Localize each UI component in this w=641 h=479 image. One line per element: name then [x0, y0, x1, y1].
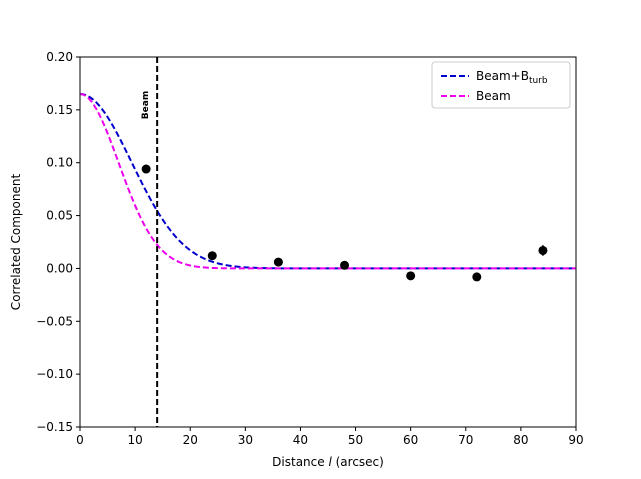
legend-label-beam-bturb: Beam+Bturb — [476, 69, 548, 86]
y-tick-label: 0.05 — [46, 209, 73, 223]
x-axis-ticks: 0 10 20 30 40 50 60 70 80 90 — [76, 427, 584, 447]
x-tick-label: 60 — [403, 433, 418, 447]
data-point — [472, 272, 482, 282]
x-tick-label: 40 — [293, 433, 308, 447]
beam-line-group: Beam — [141, 57, 159, 427]
legend-label-beam: Beam — [476, 89, 511, 103]
x-axis-label-prefix: Distance — [272, 455, 328, 469]
y-tick-label: 0.00 — [46, 261, 73, 275]
model-curves — [79, 93, 576, 270]
data-points — [141, 164, 548, 282]
data-point — [538, 245, 548, 255]
y-axis-ticks: −0.15 −0.10 −0.05 0.00 0.05 0.10 0.15 0.20 — [36, 50, 80, 434]
x-tick-label: 20 — [183, 433, 198, 447]
x-tick-label: 80 — [513, 433, 528, 447]
y-tick-label: −0.10 — [36, 367, 73, 381]
x-axis-label-variable: l — [328, 455, 332, 469]
legend-label-beam-bturb-sub: turb — [529, 76, 548, 86]
data-point — [207, 251, 217, 261]
plot-frame — [79, 56, 577, 428]
data-point — [406, 271, 416, 281]
y-tick-label: 0.15 — [46, 103, 73, 117]
x-tick-label: 30 — [238, 433, 253, 447]
y-tick-label: −0.05 — [36, 314, 73, 328]
data-point — [340, 260, 350, 270]
series-line-1 — [79, 93, 576, 270]
y-axis-label: Correlated Component — [9, 174, 23, 311]
y-tick-label: 0.20 — [46, 50, 73, 64]
x-tick-label: 50 — [348, 433, 363, 447]
x-tick-label: 0 — [76, 433, 84, 447]
beam-annotation: Beam — [141, 91, 151, 119]
data-point — [273, 257, 283, 267]
x-tick-label: 90 — [568, 433, 583, 447]
data-point — [141, 164, 151, 174]
plot-background — [80, 57, 576, 427]
y-tick-label: 0.10 — [46, 156, 73, 170]
x-tick-label: 70 — [458, 433, 473, 447]
x-axis-label-suffix: (arcsec) — [332, 455, 384, 469]
x-axis-label: Distance l (arcsec) — [272, 455, 384, 469]
legend-box — [431, 61, 571, 109]
y-tick-label: −0.15 — [36, 420, 73, 434]
series-line-0 — [79, 93, 576, 270]
legend: Beam+Bturb Beam — [431, 61, 571, 109]
x-tick-label: 10 — [127, 433, 142, 447]
legend-label-beam-bturb-main: Beam+B — [476, 69, 529, 83]
